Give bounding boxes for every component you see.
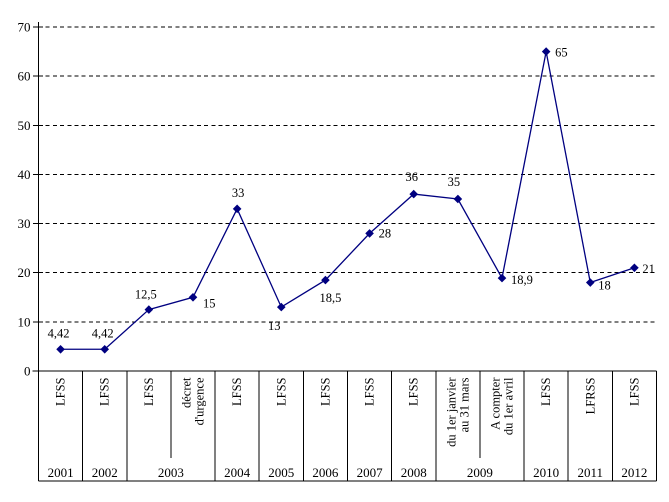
y-axis-tick-labels: 0 10 20 30 40 50 60 70 (18, 20, 31, 379)
category-table (38, 371, 657, 482)
diamond-marker (630, 263, 639, 273)
category-labels: LFSS LFSS LFSS décret d'urgence LFSS LFSS LFSS L… (54, 377, 642, 447)
point-value-label: 35 (448, 175, 461, 189)
y-tick-label: 40 (18, 167, 31, 182)
year-label: 2003 (158, 465, 184, 480)
diamond-marker (276, 302, 286, 312)
y-tick-label: 0 (24, 364, 31, 379)
category-label: LFSS (363, 377, 377, 406)
diamond-marker (144, 305, 154, 314)
diamond-marker (188, 292, 198, 302)
diamond-marker (585, 278, 595, 287)
data-point-labels: 4,42 4,42 12,5 15 33 13 18,5 28 36 35 18,9 65 18 21 (48, 46, 655, 341)
point-value-label: 18,5 (319, 291, 341, 305)
diamond-marker (453, 194, 463, 204)
year-label: 2002 (92, 465, 118, 480)
point-value-label: 18 (598, 279, 611, 293)
y-tick-label: 20 (18, 265, 31, 280)
gridlines (38, 26, 657, 323)
diamond-marker (232, 204, 242, 214)
point-value-label: 15 (203, 296, 216, 310)
category-label: décret (180, 377, 194, 408)
category-label: LFSS (142, 377, 156, 406)
point-value-label: 13 (268, 319, 281, 333)
point-value-label: 28 (379, 226, 392, 240)
y-tick-label: 30 (18, 216, 31, 231)
category-label: LFSS (54, 377, 68, 406)
diamond-marker (365, 229, 374, 238)
y-tick-label: 10 (18, 314, 31, 329)
year-label: 2001 (48, 465, 74, 480)
series-line (60, 51, 635, 350)
category-label: au 31 mars (457, 377, 471, 432)
point-value-label: 36 (405, 170, 418, 184)
point-value-label: 21 (642, 262, 655, 276)
year-label: 2008 (401, 465, 427, 480)
axes (32, 22, 657, 481)
diamond-marker (100, 344, 110, 354)
category-label: du 1er avril (502, 377, 516, 435)
diamond-marker (56, 344, 65, 354)
point-value-label: 12,5 (135, 288, 157, 302)
data-series (56, 47, 639, 354)
diamond-marker (321, 275, 330, 285)
category-label: LFSS (627, 377, 641, 406)
year-label: 2011 (578, 465, 604, 480)
y-tick-label: 70 (18, 20, 31, 35)
category-label: LFSS (230, 377, 244, 406)
category-label: LFSS (274, 377, 288, 406)
y-tick-label: 50 (18, 118, 31, 133)
category-label: d'urgence (193, 377, 207, 425)
category-label: LFSS (539, 377, 553, 406)
diamond-marker (409, 189, 419, 199)
diamond-marker (541, 47, 551, 56)
diamond-marker (497, 273, 507, 283)
point-value-label: 18,9 (511, 273, 533, 287)
year-labels: 2001 2002 2003 2004 2005 2006 2007 2008 2009 2010… (48, 465, 648, 480)
point-value-label: 65 (555, 46, 568, 60)
year-label: 2009 (467, 465, 493, 480)
year-label: 2004 (224, 465, 251, 480)
y-tick-label: 60 (18, 69, 31, 84)
year-label: 2012 (621, 465, 647, 480)
category-label: LFSS (98, 377, 112, 406)
category-label: du 1er janvier (444, 377, 458, 447)
point-value-label: 33 (232, 186, 245, 200)
point-value-label: 4,42 (92, 326, 114, 340)
year-label: 2007 (357, 465, 384, 480)
year-label: 2006 (312, 465, 339, 480)
category-label: LFSS (318, 377, 332, 406)
category-label: LFRSS (583, 377, 597, 414)
year-label: 2010 (533, 465, 559, 480)
category-label: LFSS (407, 377, 421, 406)
category-label: A compter (489, 377, 503, 430)
year-label: 2005 (268, 465, 294, 480)
point-value-label: 4,42 (48, 326, 70, 340)
